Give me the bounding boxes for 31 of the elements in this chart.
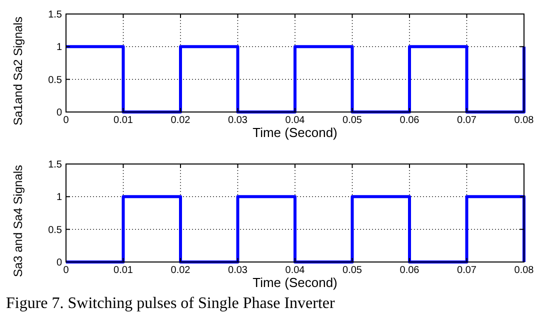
- x-tick-label: 0.06: [400, 115, 420, 126]
- x-tick-label: 0.04: [285, 115, 306, 126]
- x-axis-title: Time (Second): [252, 275, 338, 290]
- x-tick-label: 0.08: [514, 115, 534, 126]
- y-tick-label: 0.5: [48, 224, 62, 236]
- y-axis-title: Sa1and Sa2 Signals: [11, 16, 25, 126]
- x-tick-label: 0.03: [228, 265, 248, 276]
- x-tick-label: 0.01: [114, 115, 134, 126]
- x-tick-label: 0.02: [170, 265, 191, 276]
- x-tick-label: 0.03: [228, 115, 248, 126]
- y-tick-label: 1.5: [48, 10, 62, 20]
- x-tick-label: 0.08: [514, 265, 534, 276]
- x-tick-label: 0.01: [114, 265, 134, 276]
- y-tick-label: 0.5: [48, 74, 62, 86]
- y-axis-title: Sa3 and Sa4 Signals: [11, 164, 25, 278]
- x-tick-label: 0.06: [400, 265, 420, 276]
- caption: Figure 7. Switching pulses of Single Phase Inverter: [6, 295, 336, 312]
- x-tick-label: 0: [63, 115, 70, 126]
- x-tick-label: 0.05: [342, 265, 362, 276]
- x-tick-label: 0.02: [170, 115, 191, 126]
- x-tick-label: 0: [63, 265, 70, 276]
- x-tick-label: 0.04: [285, 265, 306, 276]
- y-tick-label: 1: [56, 42, 62, 54]
- x-tick-label: 0.07: [457, 265, 477, 276]
- x-tick-label: 0.07: [457, 115, 477, 126]
- y-tick-label: 0: [56, 258, 62, 268]
- y-tick-label: 1.5: [48, 160, 62, 170]
- x-tick-label: 0.05: [342, 115, 362, 126]
- y-tick-label: 1: [56, 192, 62, 204]
- y-tick-label: 0: [56, 108, 62, 118]
- x-axis-title: Time (Second): [252, 125, 338, 140]
